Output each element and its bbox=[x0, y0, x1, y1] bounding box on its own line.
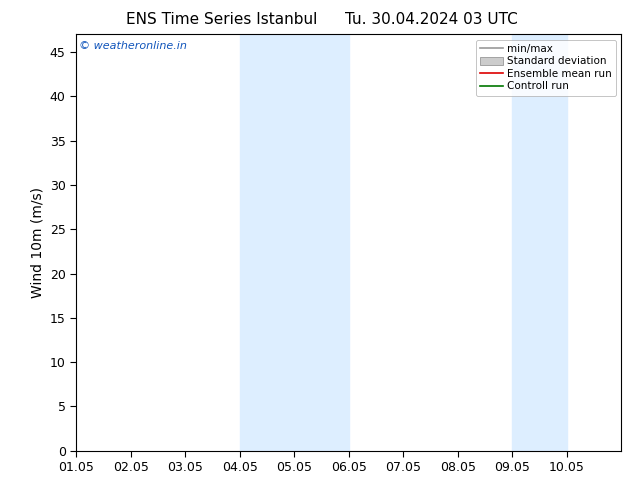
Bar bbox=[512, 34, 567, 451]
Text: ENS Time Series Istanbul: ENS Time Series Istanbul bbox=[126, 12, 318, 27]
Text: © weatheronline.in: © weatheronline.in bbox=[79, 41, 186, 50]
Y-axis label: Wind 10m (m/s): Wind 10m (m/s) bbox=[30, 187, 44, 298]
Bar bbox=[240, 34, 349, 451]
Text: Tu. 30.04.2024 03 UTC: Tu. 30.04.2024 03 UTC bbox=[345, 12, 517, 27]
Legend: min/max, Standard deviation, Ensemble mean run, Controll run: min/max, Standard deviation, Ensemble me… bbox=[476, 40, 616, 96]
